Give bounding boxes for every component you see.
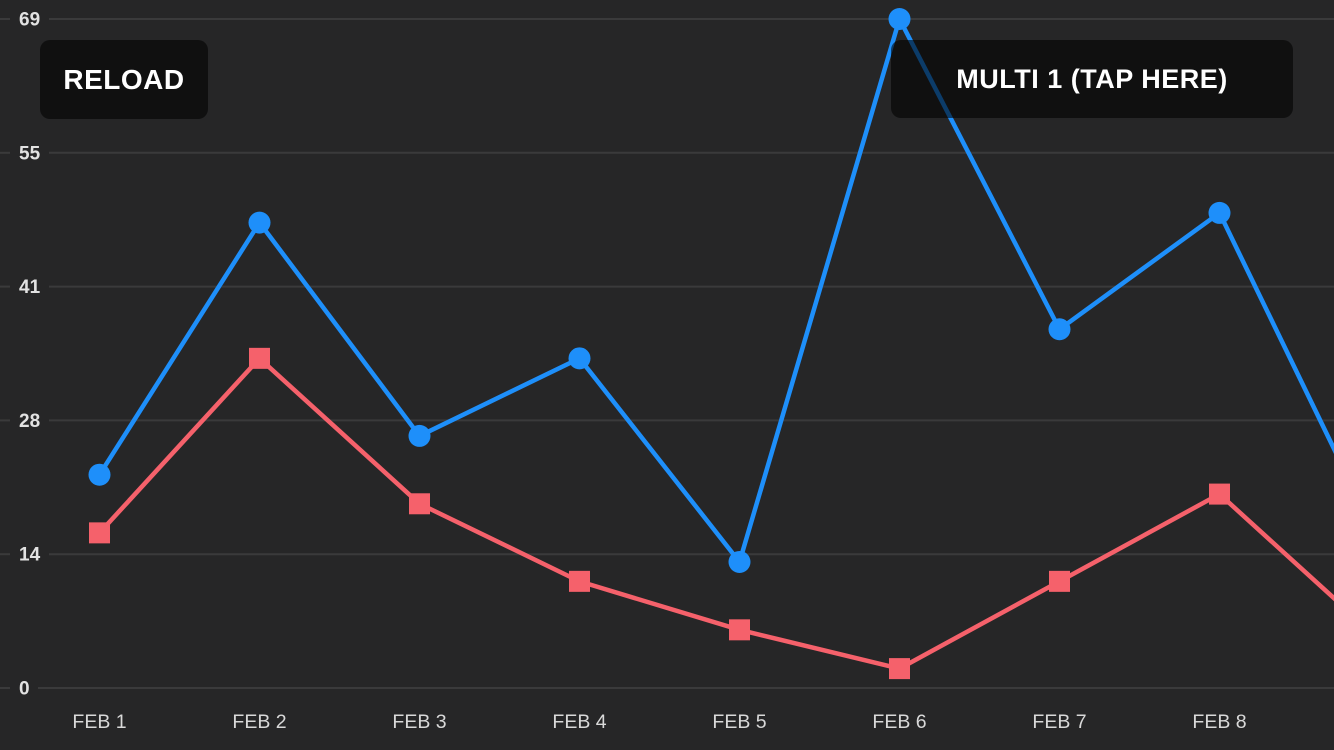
circle-marker bbox=[568, 347, 591, 370]
circle-marker bbox=[1208, 201, 1231, 224]
x-tick-label: FEB 1 bbox=[72, 711, 126, 733]
x-tick-label: FEB 5 bbox=[712, 711, 766, 733]
series-red-squares-line bbox=[89, 347, 1334, 680]
y-tick-label: 69 bbox=[19, 10, 40, 31]
circle-marker bbox=[888, 8, 911, 30]
x-axis-labels: FEB 1 FEB 2 FEB 3 FEB 4 FEB 5 FEB 6 FEB 7 FEB 8 bbox=[72, 711, 1246, 733]
x-tick-label: FEB 2 bbox=[232, 711, 286, 733]
square-marker bbox=[729, 619, 750, 641]
x-tick-label: FEB 3 bbox=[392, 711, 446, 733]
square-marker bbox=[1209, 483, 1230, 505]
x-tick-label: FEB 8 bbox=[1192, 711, 1246, 733]
square-marker bbox=[889, 658, 910, 680]
y-tick-label: 0 bbox=[19, 679, 30, 700]
circle-marker bbox=[408, 424, 431, 447]
reload-button[interactable]: RELOAD bbox=[40, 40, 208, 119]
circle-marker bbox=[728, 550, 751, 573]
circle-marker bbox=[1048, 318, 1071, 341]
circle-marker bbox=[88, 463, 111, 486]
square-marker bbox=[409, 493, 430, 515]
square-marker bbox=[569, 570, 590, 592]
series-blue-circles-line bbox=[88, 8, 1334, 573]
square-marker bbox=[249, 347, 270, 369]
multi-1-tap-button[interactable]: MULTI 1 (TAP HERE) bbox=[891, 40, 1293, 118]
y-tick-label: 41 bbox=[19, 277, 41, 298]
y-tick-label: 28 bbox=[19, 411, 40, 432]
x-tick-label: FEB 7 bbox=[1032, 711, 1086, 733]
y-tick-label: 55 bbox=[19, 143, 41, 164]
x-tick-label: FEB 4 bbox=[552, 711, 606, 733]
y-tick-label: 14 bbox=[19, 545, 41, 566]
square-marker bbox=[89, 522, 110, 544]
x-tick-label: FEB 6 bbox=[872, 711, 926, 733]
red-squares-line-path bbox=[97, 356, 1334, 671]
circle-marker bbox=[248, 211, 271, 234]
square-marker bbox=[1049, 570, 1070, 592]
